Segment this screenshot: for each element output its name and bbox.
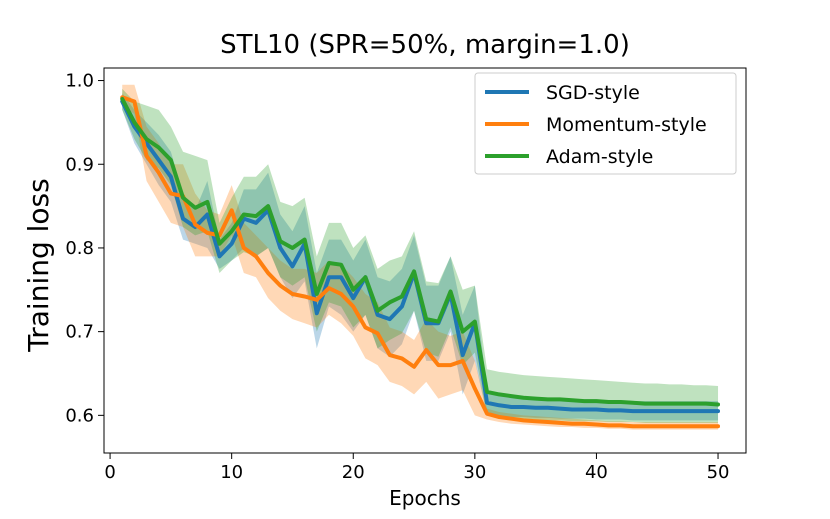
legend-label: Adam-style [546, 146, 653, 168]
legend-label: SGD-style [546, 82, 640, 104]
legend-box [474, 72, 737, 175]
x-axis-ticks: 0 10 20 30 40 50 [104, 453, 729, 483]
y-tick-label: 0.6 [65, 405, 94, 426]
band-2 [122, 88, 719, 423]
y-tick-label: 0.8 [65, 238, 94, 259]
x-tick-label: 30 [463, 462, 486, 483]
series-line-1 [120, 95, 721, 429]
chart-title: STL10 (SPR=50%, margin=1.0) [220, 30, 630, 60]
y-tick-label: 1.0 [65, 71, 94, 92]
y-axis-ticks: 0.6 0.7 0.8 0.9 1.0 [65, 71, 104, 426]
x-axis-label: Epochs [389, 486, 461, 510]
x-tick-label: 40 [585, 462, 608, 483]
x-tick-label: 50 [707, 462, 730, 483]
legend: SGD-style Momentum-style Adam-style [474, 72, 737, 175]
y-axis-label: Training loss [22, 178, 55, 352]
y-tick-label: 0.7 [65, 322, 94, 343]
legend-label: Momentum-style [546, 114, 707, 136]
y-tick-label: 0.9 [65, 154, 94, 175]
x-tick-label: 10 [220, 462, 243, 483]
x-tick-label: 20 [342, 462, 365, 483]
x-tick-label: 0 [104, 462, 115, 483]
plot-frame [103, 67, 747, 454]
series-lines [120, 95, 721, 429]
series-line-2 [120, 96, 721, 407]
